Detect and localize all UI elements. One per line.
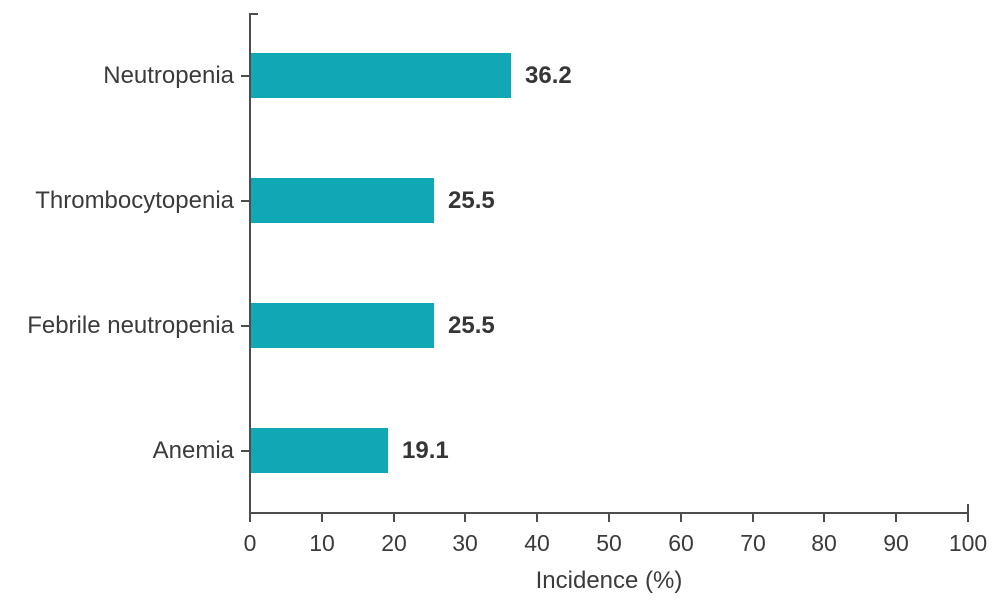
x-tick-label: 50 <box>596 530 622 556</box>
x-tick-mark <box>895 514 897 522</box>
x-tick-label: 20 <box>381 530 407 556</box>
x-axis-right-cap <box>967 504 969 512</box>
category-label: Febrile neutropenia <box>27 312 234 339</box>
x-tick-mark <box>321 514 323 522</box>
x-tick-mark <box>752 514 754 522</box>
category-tick-mark <box>241 200 249 202</box>
bar-value-label: 25.5 <box>448 312 495 339</box>
category-label: Thrombocytopenia <box>35 187 234 214</box>
x-tick-label: 80 <box>811 530 837 556</box>
x-tick-mark <box>464 514 466 522</box>
x-tick-mark <box>967 514 969 522</box>
x-tick-mark <box>249 514 251 522</box>
x-tick-label: 90 <box>883 530 909 556</box>
x-tick-label: 60 <box>668 530 694 556</box>
x-tick-mark <box>608 514 610 522</box>
y-axis-line <box>249 13 251 513</box>
bar-value-label: 19.1 <box>402 437 449 464</box>
x-tick-mark <box>680 514 682 522</box>
category-tick-mark <box>241 325 249 327</box>
category-label: Anemia <box>152 437 234 464</box>
bar <box>251 178 434 223</box>
x-axis-line <box>249 512 969 514</box>
x-tick-mark <box>823 514 825 522</box>
x-tick-label: 40 <box>524 530 550 556</box>
category-tick-mark <box>241 450 249 452</box>
y-axis-top-cap <box>250 13 258 15</box>
x-tick-mark <box>393 514 395 522</box>
bar <box>251 303 434 348</box>
bar-value-label: 36.2 <box>525 62 572 89</box>
x-tick-label: 10 <box>309 530 335 556</box>
bar-value-label: 25.5 <box>448 187 495 214</box>
bar <box>251 428 388 473</box>
category-label: Neutropenia <box>103 62 234 89</box>
x-tick-label: 70 <box>740 530 766 556</box>
x-axis-title: Incidence (%) <box>535 567 683 594</box>
x-tick-mark <box>536 514 538 522</box>
x-tick-label: 100 <box>948 530 988 556</box>
x-tick-label: 0 <box>243 530 257 556</box>
bar <box>251 53 511 98</box>
category-tick-mark <box>241 75 249 77</box>
x-tick-label: 30 <box>452 530 478 556</box>
